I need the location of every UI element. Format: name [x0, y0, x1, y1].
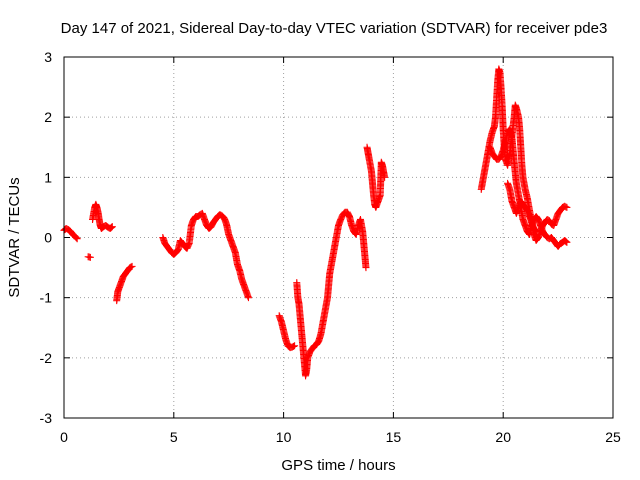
- data-point: [562, 238, 570, 246]
- y-tick-label: 0: [44, 230, 52, 246]
- data-point: [108, 223, 116, 231]
- y-tick-label: 3: [44, 49, 52, 65]
- data-point: [561, 237, 569, 245]
- y-tick-label: -1: [40, 290, 53, 306]
- data-point: [562, 203, 570, 211]
- data-point: [86, 253, 94, 261]
- data-point: [563, 203, 571, 211]
- data-point: [127, 263, 135, 271]
- data-point: [107, 224, 115, 232]
- data-point: [532, 227, 540, 235]
- data-point: [244, 294, 252, 302]
- y-tick-label: -2: [40, 350, 53, 366]
- data-point: [73, 235, 81, 243]
- x-tick-label: 5: [170, 429, 178, 445]
- y-tick-label: 2: [44, 109, 52, 125]
- data-point: [531, 226, 539, 234]
- chart-title: Day 147 of 2021, Sidereal Day-to-day VTE…: [61, 20, 608, 37]
- x-tick-label: 25: [605, 429, 621, 445]
- data-point: [291, 342, 299, 350]
- data-point: [72, 234, 80, 242]
- x-axis-label: GPS time / hours: [281, 457, 395, 474]
- data-point: [381, 173, 389, 181]
- data-point: [289, 342, 297, 350]
- x-tick-label: 0: [60, 429, 68, 445]
- x-tick-label: 10: [276, 429, 292, 445]
- data-point: [128, 262, 136, 270]
- x-tick-label: 15: [386, 429, 402, 445]
- x-tick-label: 20: [495, 429, 511, 445]
- data-point: [362, 264, 370, 272]
- axis-ticks: 0 5 10 15 20 25 -3 -2 -1 0 1 2 3: [40, 49, 621, 445]
- y-axis-label: SDTVAR / TECUs: [6, 177, 23, 297]
- data-point: [72, 233, 80, 241]
- data-point: [108, 223, 116, 231]
- plot-frame: [63, 56, 614, 419]
- y-tick-label: 1: [44, 169, 52, 185]
- data-point: [563, 238, 571, 246]
- y-tick-label: -3: [40, 410, 53, 426]
- data-marks: [60, 65, 571, 380]
